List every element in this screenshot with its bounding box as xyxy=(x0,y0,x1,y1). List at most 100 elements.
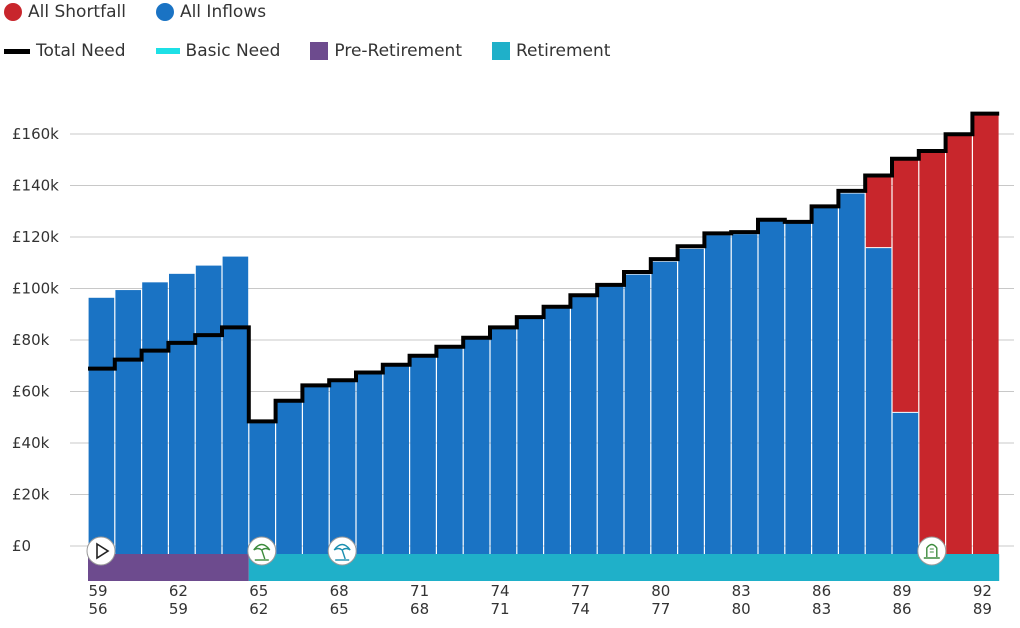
legend-row-shortfall-inflows: All Shortfall All Inflows xyxy=(4,2,296,22)
legend-label-all-inflows: All Inflows xyxy=(179,2,267,22)
y-tick-label: £100k xyxy=(12,280,59,298)
x-tick-label-primary: 89 xyxy=(892,582,911,600)
bar-inflows xyxy=(195,265,222,554)
legend-item-pre-retirement[interactable]: Pre-Retirement xyxy=(310,41,462,61)
x-tick-label-secondary: 83 xyxy=(812,600,831,618)
x-tick-label-primary: 71 xyxy=(410,582,429,600)
bar-inflows xyxy=(329,380,356,554)
legend-label-total-need: Total Need xyxy=(36,41,126,61)
bar-inflows xyxy=(865,247,892,554)
x-tick-label-primary: 80 xyxy=(651,582,670,600)
x-tick-label-secondary: 71 xyxy=(490,600,509,618)
bar-inflows xyxy=(597,286,624,554)
legend-label-all-shortfall: All Shortfall xyxy=(28,2,126,22)
x-tick-label-secondary: 56 xyxy=(88,600,107,618)
bars xyxy=(88,114,999,555)
legend-item-all-inflows[interactable]: All Inflows xyxy=(155,2,267,22)
x-tick-label-secondary: 62 xyxy=(249,600,268,618)
legend-label-pre-retirement: Pre-Retirement xyxy=(334,41,462,61)
bar-inflows xyxy=(705,235,731,554)
gravestone-icon xyxy=(917,536,947,566)
y-tick-label: £60k xyxy=(12,383,50,401)
y-axis-labels: £0 £20k £40k £60k £80k £100k £120k £140k £160k xyxy=(12,125,59,555)
x-tick-label-primary: 74 xyxy=(490,582,509,600)
legend-item-total-need[interactable]: Total Need xyxy=(4,41,126,61)
x-tick-label-primary: 92 xyxy=(973,582,992,600)
x-tick-label-primary: 62 xyxy=(169,582,188,600)
y-tick-label: £140k xyxy=(12,177,59,195)
bar-inflows xyxy=(490,328,517,554)
bar-inflows xyxy=(222,256,249,554)
bar-inflows xyxy=(785,222,811,554)
bar-inflows xyxy=(812,207,838,554)
phase-pre-retirement xyxy=(88,554,249,581)
legend-swatch-all-inflows xyxy=(155,3,174,21)
bar-inflows xyxy=(356,373,383,554)
y-tick-label: £20k xyxy=(12,486,50,504)
x-tick-label-primary: 83 xyxy=(732,582,751,600)
bar-inflows xyxy=(115,290,141,554)
bar-inflows xyxy=(383,365,409,554)
total-need-path xyxy=(88,111,1000,424)
bar-shortfall xyxy=(865,176,892,248)
bar-shortfall xyxy=(946,135,972,554)
y-tick-label: £80k xyxy=(12,331,50,349)
bar-inflows xyxy=(437,348,463,554)
total-need-line xyxy=(88,111,1000,424)
x-tick-label-secondary: 86 xyxy=(892,600,911,618)
umbrella-icon xyxy=(247,536,277,566)
play-icon xyxy=(86,536,116,566)
legend-swatch-retirement xyxy=(491,42,510,60)
bar-inflows xyxy=(249,422,275,554)
legend-label-basic-need: Basic Need xyxy=(185,41,281,61)
x-tick-label-secondary: 77 xyxy=(651,600,670,618)
bar-inflows xyxy=(169,273,195,554)
legend-label-retirement: Retirement xyxy=(515,41,611,61)
bar-inflows xyxy=(276,402,302,554)
x-tick-label-primary: 77 xyxy=(571,582,590,600)
bar-inflows xyxy=(88,297,115,554)
gravestone-stone xyxy=(926,543,938,557)
x-tick-label-secondary: 59 xyxy=(169,600,188,618)
bar-inflows xyxy=(892,412,919,554)
bar-inflows xyxy=(544,308,570,554)
bar-inflows xyxy=(651,261,677,554)
bar-inflows xyxy=(678,248,704,555)
bar-inflows xyxy=(571,297,597,554)
y-tick-label: £120k xyxy=(12,228,59,246)
bar-inflows xyxy=(731,234,758,554)
phase-retirement xyxy=(248,554,1000,581)
bar-inflows xyxy=(758,221,785,554)
umbrella-pole xyxy=(341,549,346,560)
play-glyph xyxy=(96,542,110,560)
x-tick-label-primary: 86 xyxy=(812,582,831,600)
x-tick-label-primary: 68 xyxy=(330,582,349,600)
x-tick-label-secondary: 80 xyxy=(732,600,751,618)
bar-shortfall xyxy=(919,152,945,555)
x-tick-label-primary: 65 xyxy=(249,582,268,600)
legend-swatch-total-need xyxy=(4,48,30,54)
legend-item-retirement[interactable]: Retirement xyxy=(491,41,611,61)
x-tick-label-secondary: 65 xyxy=(330,600,349,618)
y-tick-label: £40k xyxy=(12,434,50,452)
legend-item-basic-need[interactable]: Basic Need xyxy=(155,41,281,61)
x-tick-label-primary: 59 xyxy=(88,582,107,600)
x-tick-label-secondary: 74 xyxy=(571,600,590,618)
bar-inflows xyxy=(517,318,543,554)
umbrella-icon xyxy=(327,536,357,566)
event-circle xyxy=(86,536,116,566)
legend-swatch-basic-need xyxy=(155,48,180,54)
x-axis-labels: 5956625965626865716874717774807783808683… xyxy=(88,582,991,618)
bar-shortfall xyxy=(973,114,999,555)
bar-inflows xyxy=(463,338,490,554)
bar-inflows xyxy=(839,193,865,554)
bar-shortfall xyxy=(892,160,919,413)
bar-inflows xyxy=(142,282,168,554)
event-markers xyxy=(86,536,947,566)
event-circle xyxy=(917,536,947,566)
bar-inflows xyxy=(410,357,436,554)
y-tick-label: £160k xyxy=(12,125,59,143)
umbrella-pole xyxy=(261,549,266,560)
legend-item-all-shortfall[interactable]: All Shortfall xyxy=(4,2,126,22)
bar-inflows xyxy=(624,274,651,554)
